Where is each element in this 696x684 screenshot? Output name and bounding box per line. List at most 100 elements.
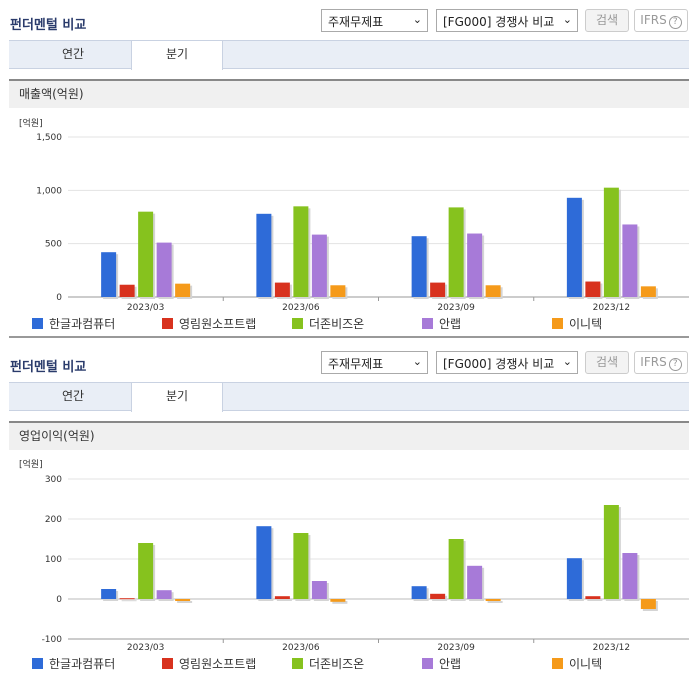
bar-shadow [332, 601, 348, 604]
bar [138, 211, 154, 297]
legend-item[interactable]: 더존비즈온 [292, 315, 364, 332]
statement-select-value: 주재무제표 [328, 15, 384, 29]
help-icon[interactable]: ? [668, 358, 682, 371]
bar [330, 599, 346, 602]
legend-item[interactable]: 한글과컴퓨터 [32, 315, 115, 332]
legend-label: 더존비즈온 [309, 657, 365, 671]
y-unit-label: [억원] [19, 458, 43, 470]
tab-annual[interactable]: 연간 [61, 389, 85, 403]
bar [485, 285, 501, 297]
peer-select-value: [FG000] 경쟁사 비교 [443, 15, 555, 29]
panel-header: 펀더멘털 비교 주재무제표 ⌄ [FG000] 경쟁사 비교 ⌄ 검색 IFRS? [0, 342, 696, 382]
y-tick-label: 200 [45, 515, 62, 525]
legend-item[interactable]: 한글과컴퓨터 [32, 655, 115, 672]
x-tick-label: 2023/06 [282, 643, 320, 653]
legend-swatch [552, 318, 563, 329]
search-button[interactable]: 검색 [585, 9, 629, 32]
chevron-down-icon: ⌄ [412, 13, 422, 26]
legend-label: 이니텍 [569, 657, 603, 671]
legend-item[interactable]: 이니텍 [552, 315, 602, 332]
bar [274, 596, 290, 599]
y-tick-label: -100 [42, 635, 63, 645]
y-tick-label: 1,500 [36, 133, 62, 143]
y-unit-label: [억원] [19, 117, 43, 129]
bar [256, 213, 272, 297]
statement-select[interactable]: 주재무제표 ⌄ [321, 9, 428, 32]
tab-annual[interactable]: 연간 [61, 47, 85, 61]
bar [311, 234, 327, 297]
bar-shadow [487, 601, 503, 603]
bar [622, 224, 638, 297]
bar [330, 285, 346, 297]
bar [430, 282, 446, 297]
legend-swatch [32, 658, 43, 669]
bar [274, 282, 290, 297]
legend-label: 이니텍 [569, 317, 603, 331]
y-tick-label: 1,000 [36, 186, 62, 196]
bar [119, 598, 135, 600]
ifrs-button[interactable]: IFRS? [634, 9, 688, 32]
panel-header: 펀더멘털 비교 주재무제표 ⌄ [FG000] 경쟁사 비교 ⌄ 검색 IFRS? [0, 0, 696, 40]
panel-title: 펀더멘털 비교 [10, 18, 87, 33]
bar [156, 242, 172, 297]
chevron-down-icon: ⌄ [412, 355, 422, 368]
bar [311, 581, 327, 599]
peer-select[interactable]: [FG000] 경쟁사 비교 ⌄ [436, 351, 578, 374]
bar [256, 526, 272, 599]
legend-label: 안랩 [439, 317, 462, 331]
x-tick-label: 2023/03 [127, 643, 164, 653]
bar [640, 286, 656, 297]
panel-title: 펀더멘털 비교 [10, 360, 87, 375]
divider [9, 336, 689, 338]
legend-label: 영림원소프트랩 [179, 317, 257, 331]
legend-swatch [422, 318, 433, 329]
legend-swatch [552, 658, 563, 669]
help-icon[interactable]: ? [668, 16, 682, 29]
bar [585, 596, 601, 599]
x-tick-label: 2023/09 [437, 303, 475, 313]
legend-item[interactable]: 안랩 [422, 315, 461, 332]
bar [640, 599, 656, 609]
legend-label: 안랩 [439, 657, 462, 671]
legend-label: 영림원소프트랩 [179, 657, 257, 671]
legend-swatch [162, 658, 173, 669]
ifrs-label: IFRS [640, 355, 667, 369]
y-tick-label: 100 [45, 555, 62, 565]
legend-swatch [162, 318, 173, 329]
bar [293, 206, 309, 297]
ifrs-button[interactable]: IFRS? [634, 351, 688, 374]
search-button[interactable]: 검색 [585, 351, 629, 374]
period-tabs: 연간 분기 [9, 40, 689, 70]
tab-quarterly[interactable]: 분기 [131, 383, 223, 412]
statement-select-value: 주재무제표 [328, 357, 384, 371]
legend-item[interactable]: 이니텍 [552, 655, 602, 672]
bar [603, 187, 619, 297]
bar [485, 599, 501, 601]
bar [156, 590, 172, 599]
bar-shadow [587, 598, 603, 601]
chart-subtitle: 매출액(억원) [9, 79, 689, 108]
legend-item[interactable]: 영림원소프트랩 [162, 315, 256, 332]
period-tabs: 연간 분기 [9, 382, 689, 412]
bar [566, 558, 582, 599]
tab-quarterly[interactable]: 분기 [131, 41, 223, 70]
peer-select-value: [FG000] 경쟁사 비교 [443, 357, 555, 371]
legend-item[interactable]: 안랩 [422, 655, 461, 672]
bar [101, 252, 117, 297]
legend-item[interactable]: 영림원소프트랩 [162, 655, 256, 672]
peer-select[interactable]: [FG000] 경쟁사 비교 ⌄ [436, 9, 578, 32]
y-tick-label: 500 [45, 240, 62, 250]
chevron-down-icon: ⌄ [562, 355, 572, 368]
bar [430, 593, 446, 599]
bar [175, 283, 191, 297]
legend-item[interactable]: 더존비즈온 [292, 655, 364, 672]
legend-swatch [32, 318, 43, 329]
operating-profit-chart: [억원]300 200 100 0 -100 2023/03 2023/06 2023/09 2… [19, 458, 689, 653]
bar [622, 553, 638, 599]
bar [293, 533, 309, 599]
bar [467, 565, 483, 599]
legend-label: 더존비즈온 [309, 317, 365, 331]
bar [101, 589, 117, 599]
x-tick-label: 2023/03 [127, 303, 164, 313]
statement-select[interactable]: 주재무제표 ⌄ [321, 351, 428, 374]
